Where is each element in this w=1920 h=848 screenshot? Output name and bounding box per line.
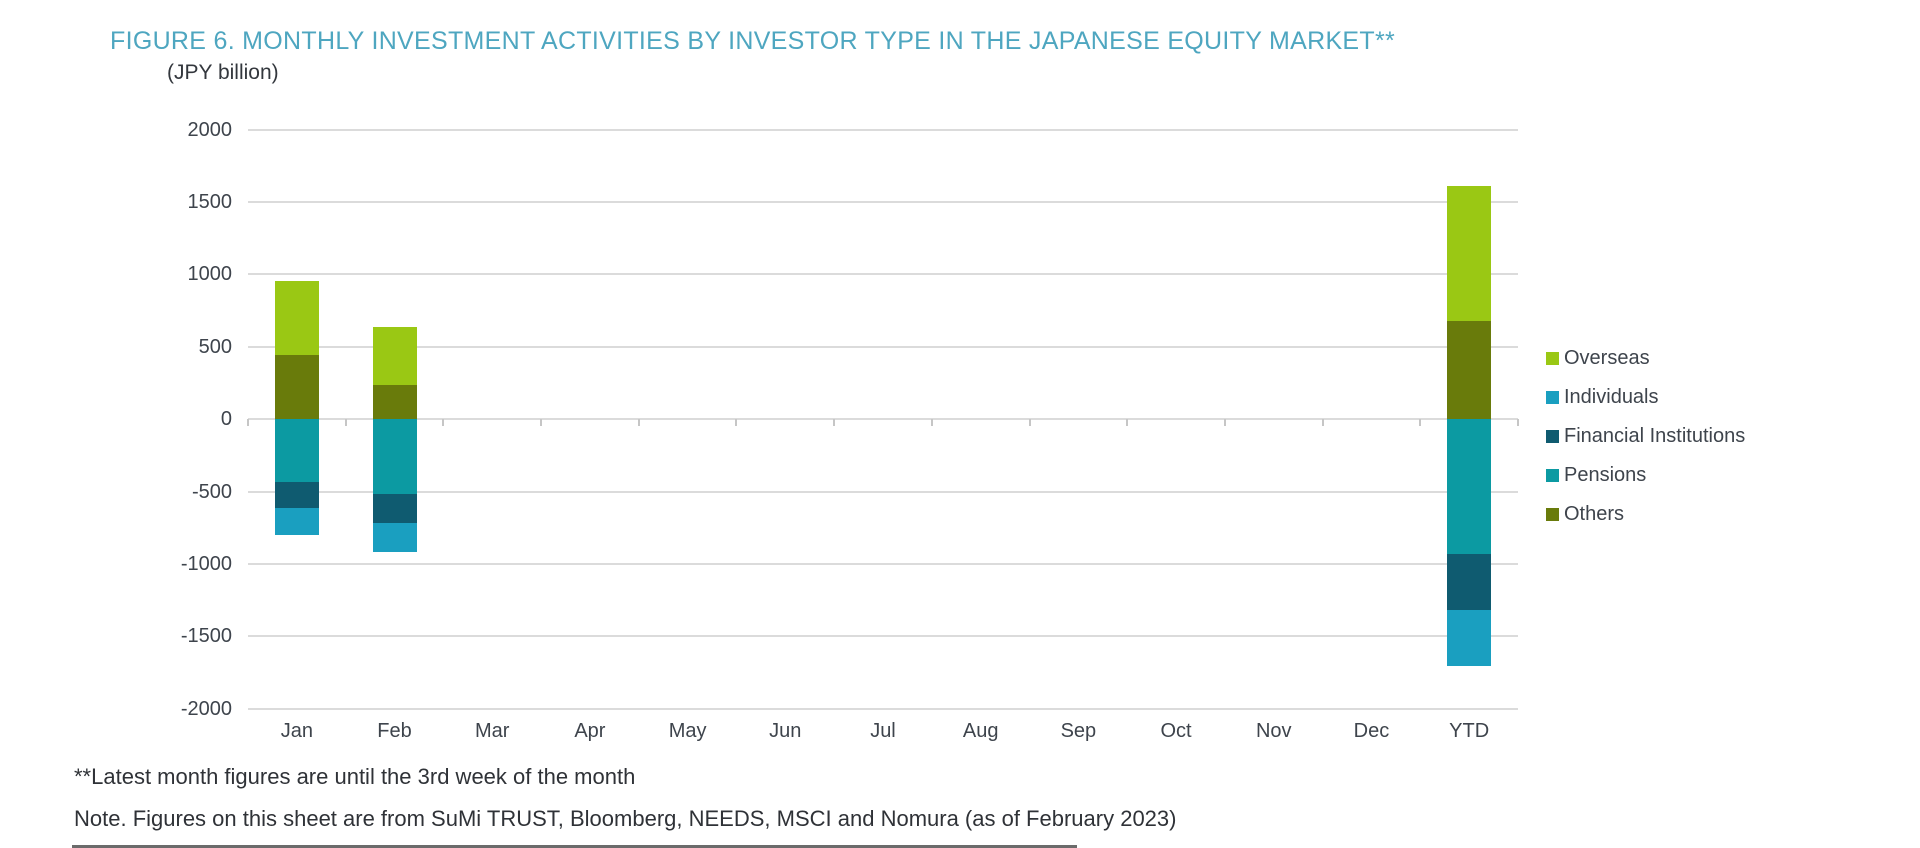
bar-segment-others xyxy=(372,385,417,420)
x-tick-label: Aug xyxy=(962,720,999,742)
axis-tick xyxy=(442,419,445,427)
x-tick-label: Jan xyxy=(280,720,313,742)
x-tick-label: Jul xyxy=(870,720,896,742)
axis-tick xyxy=(735,419,738,427)
y-tick-label: -1500 xyxy=(180,625,232,648)
axis-tick xyxy=(1517,419,1519,427)
legend-item: Others xyxy=(1546,495,1745,534)
y-tick-label: 500 xyxy=(198,335,232,358)
bar-segment-others xyxy=(274,354,319,420)
x-tick-label: Sep xyxy=(1060,720,1097,742)
footnote-sources: Note. Figures on this sheet are from SuM… xyxy=(74,806,1177,831)
gridline xyxy=(248,273,1518,276)
legend-swatch-icon xyxy=(1546,469,1559,482)
bar-segment-others xyxy=(1447,320,1492,420)
axis-tick xyxy=(1028,419,1031,427)
x-tick-label: Nov xyxy=(1255,720,1292,742)
legend-label: Individuals xyxy=(1564,386,1659,408)
bar-segment-overseas xyxy=(274,280,319,355)
legend-swatch-icon xyxy=(1546,508,1559,521)
y-tick-label: -2000 xyxy=(180,697,232,720)
x-tick-label: Apr xyxy=(574,720,606,742)
legend-label: Pensions xyxy=(1564,464,1647,486)
gridline xyxy=(248,418,1518,421)
bar-segment-pensions xyxy=(372,419,417,494)
x-tick-label: May xyxy=(668,720,707,742)
gridline xyxy=(248,128,1518,131)
x-tick-label: Jun xyxy=(769,720,802,742)
footnote-latest-month: **Latest month figures are until the 3rd… xyxy=(74,764,636,789)
y-axis-unit-label: (JPY billion) xyxy=(167,61,279,84)
bar-segment-pensions xyxy=(274,419,319,483)
x-tick-label: Dec xyxy=(1353,720,1390,742)
axis-tick xyxy=(1223,419,1226,427)
legend-swatch-icon xyxy=(1546,391,1559,404)
bar-segment-overseas xyxy=(1447,186,1492,321)
axis-tick xyxy=(637,419,640,427)
axis-tick xyxy=(930,419,933,427)
bar-segment-individuals xyxy=(274,508,319,536)
legend-swatch-icon xyxy=(1546,430,1559,443)
legend-label: Financial Institutions xyxy=(1564,425,1746,447)
gridline xyxy=(248,201,1518,203)
legend-item: Overseas xyxy=(1546,339,1745,378)
gridline xyxy=(248,563,1518,565)
y-tick-label: 1500 xyxy=(187,191,233,213)
bar-segment-pensions xyxy=(1447,419,1492,554)
gridline xyxy=(248,707,1518,710)
legend-item: Individuals xyxy=(1546,378,1745,417)
x-tick-label: Feb xyxy=(377,720,412,742)
figure-title: FIGURE 6. MONTHLY INVESTMENT ACTIVITIES … xyxy=(110,27,1396,55)
bar-segment-financial-institutions xyxy=(1447,553,1492,610)
legend-item: Pensions xyxy=(1546,456,1745,495)
x-tick-label: YTD xyxy=(1449,720,1490,742)
gridline xyxy=(248,345,1518,348)
axis-tick xyxy=(247,419,249,427)
gridline xyxy=(248,635,1518,638)
bar-segment-individuals xyxy=(1447,609,1492,667)
chart-legend: Overseas Individuals Financial Institution… xyxy=(1546,339,1745,534)
axis-tick xyxy=(833,419,836,427)
axis-tick xyxy=(1419,419,1422,427)
legend-label: Overseas xyxy=(1564,347,1650,369)
y-tick-label: -1000 xyxy=(180,553,232,575)
bar-segment-overseas xyxy=(372,326,417,386)
y-tick-label: -500 xyxy=(191,480,232,503)
legend-label: Others xyxy=(1564,503,1625,525)
legend-swatch-icon xyxy=(1546,352,1559,365)
bar-segment-individuals xyxy=(372,523,417,552)
axis-tick xyxy=(540,419,543,427)
gridline xyxy=(248,490,1518,493)
axis-tick xyxy=(1321,419,1324,427)
axis-tick xyxy=(1126,419,1129,427)
bar-segment-financial-institutions xyxy=(274,482,319,509)
y-tick-label: 0 xyxy=(220,408,232,431)
axis-tick xyxy=(344,419,347,427)
y-tick-label: 2000 xyxy=(187,118,233,141)
legend-item: Financial Institutions xyxy=(1546,417,1745,456)
x-tick-label: Oct xyxy=(1160,720,1192,742)
bar-segment-financial-institutions xyxy=(372,493,417,524)
cropped-content-edge xyxy=(72,845,1077,848)
x-tick-label: Mar xyxy=(474,720,510,742)
y-tick-label: 1000 xyxy=(187,263,233,286)
